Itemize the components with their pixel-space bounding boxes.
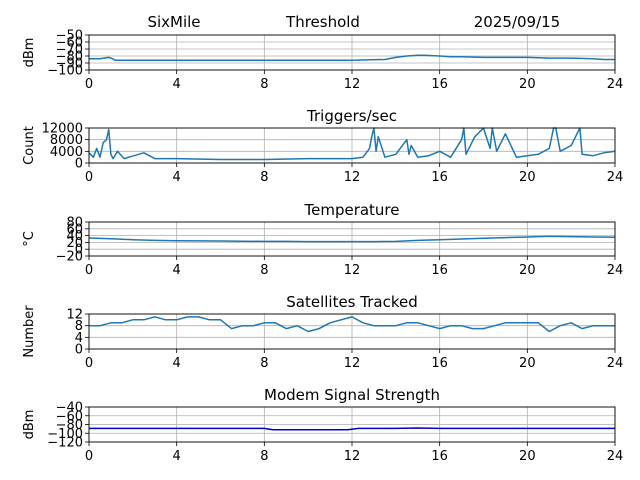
panel-modem-ytick-label: −80	[56, 418, 83, 433]
panel-modem-ytick-label: −60	[56, 409, 83, 424]
panel-rssi-series-line	[89, 54, 615, 61]
panel-triggers-xtick-label: 8	[260, 170, 268, 185]
panel-temperature-ytick-label: −20	[56, 250, 83, 265]
panel-temperature-xtick-label: 8	[260, 263, 268, 278]
panel-triggers-xtick-label: 12	[344, 170, 361, 185]
panel-modem-xtick-label: 4	[173, 449, 181, 464]
panel-satellites-series-line	[89, 316, 615, 333]
panel-triggers-title: Triggers/sec	[306, 107, 397, 125]
panel-satellites-xtick-label: 4	[173, 356, 181, 371]
panel-modem-ytick-label: −100	[47, 427, 83, 442]
panel-satellites-xtick-label: 24	[607, 356, 624, 371]
panel-triggers-ytick-label: 8000	[50, 133, 83, 148]
panel-triggers-ytick-label: 4000	[50, 145, 83, 160]
panel-temperature-ylabel: °C	[22, 231, 37, 247]
panel-triggers-xtick-label: 24	[607, 170, 624, 185]
panel-satellites-ylabel: Number	[22, 305, 37, 358]
panel-rssi-ytick-label: −60	[56, 36, 83, 51]
panel-modem-xtick-label: 16	[431, 449, 448, 464]
panel-rssi-ytick-label: −50	[56, 29, 83, 44]
panel-satellites-xtick-label: 0	[85, 356, 93, 371]
panel-rssi-frame	[88, 34, 616, 71]
panel-rssi-xtick-label: 12	[344, 77, 361, 92]
panel-modem-xtick-label: 24	[607, 449, 624, 464]
panel-temperature-xtick-label: 12	[344, 263, 361, 278]
panel-modem-xtick-label: 8	[260, 449, 268, 464]
panel-rssi-xtick-label: 24	[607, 77, 624, 92]
panel-temperature-series-line	[88, 235, 616, 243]
panel-rssi-xtick-label: 0	[85, 77, 93, 92]
panel-satellites-xtick-label: 16	[431, 356, 448, 371]
panel-rssi-ytick-label: −90	[56, 57, 83, 72]
panel-satellites-ytick-label: 8	[75, 319, 83, 334]
panel-modem-ytick-label: −40	[56, 401, 83, 416]
panel-modem-frame	[88, 406, 616, 443]
panel-modem-ytick-label: −120	[47, 436, 83, 451]
panel-modem: 0 4 8 12 16 20 24 −120−100−80−60−40 Modem Signal…	[22, 386, 623, 464]
date-label: 2025/09/15	[474, 13, 560, 31]
panel-triggers-ytick-label: 0	[75, 157, 83, 172]
panel-temperature-title: Temperature	[303, 201, 399, 219]
panel-rssi-ytick-label: −70	[56, 43, 83, 58]
panel-triggers-ylabel: Count	[22, 126, 37, 165]
panel-temperature-ytick-label: 80	[66, 216, 83, 231]
panel-rssi-ytick-label: −100	[47, 64, 83, 79]
panel-triggers-frame	[88, 127, 616, 164]
panel-satellites-ytick-label: 4	[75, 331, 83, 346]
panel-satellites-ytick-label: 12	[66, 308, 83, 323]
panel-triggers-xtick-label: 16	[431, 170, 448, 185]
panel-triggers-xtick-label: 20	[519, 170, 536, 185]
panel-modem-series-line	[89, 427, 615, 431]
panel-rssi-ytick-label: −80	[56, 50, 83, 65]
panel-rssi-xtick-label: 8	[260, 77, 268, 92]
panel-rssi-xtick-label: 20	[519, 77, 536, 92]
panel-triggers-xtick-label: 0	[85, 170, 93, 185]
station-name: SixMile	[147, 13, 200, 31]
panel-satellites-ytick-label: 0	[75, 343, 83, 358]
panel-temperature-ytick-label: 40	[66, 229, 83, 244]
panel-satellites-xtick-label: 8	[260, 356, 268, 371]
mode-label: Threshold	[285, 13, 360, 31]
panel-modem-xtick-label: 12	[344, 449, 361, 464]
panel-rssi-ylabel: dBm	[22, 38, 37, 68]
panel-satellites-frame	[88, 313, 616, 350]
panel-satellites-xtick-label: 12	[344, 356, 361, 371]
panel-modem-xtick-label: 20	[519, 449, 536, 464]
panel-temperature-xtick-label: 0	[85, 263, 93, 278]
panel-satellites-title: Satellites Tracked	[286, 293, 417, 311]
panel-temperature-ytick-label: 0	[75, 243, 83, 258]
panel-triggers-ytick-label: 12000	[42, 122, 83, 137]
panel-triggers-xtick-label: 4	[173, 170, 181, 185]
panel-satellites-xtick-label: 20	[519, 356, 536, 371]
panel-temperature-ytick-label: 60	[66, 222, 83, 237]
panel-temperature-xtick-label: 16	[431, 263, 448, 278]
panel-temperature-xtick-label: 20	[519, 263, 536, 278]
panel-modem-ylabel: dBm	[22, 410, 37, 440]
panel-temperature-ytick-label: 20	[66, 236, 83, 251]
panel-modem-title: Modem Signal Strength	[264, 386, 440, 404]
panel-temperature-frame	[88, 221, 616, 257]
panel-modem-xtick-label: 0	[85, 449, 93, 464]
panel-temperature-xtick-label: 4	[173, 263, 181, 278]
panel-rssi-xtick-label: 16	[431, 77, 448, 92]
panel-triggers-series-line	[88, 127, 616, 161]
panel-rssi: 0 4 8 12 16 20 24 −100−90−80−70−60−50 dBm	[22, 29, 623, 93]
panel-rssi-xtick-label: 4	[173, 77, 181, 92]
panel-temperature-xtick-label: 24	[607, 263, 624, 278]
